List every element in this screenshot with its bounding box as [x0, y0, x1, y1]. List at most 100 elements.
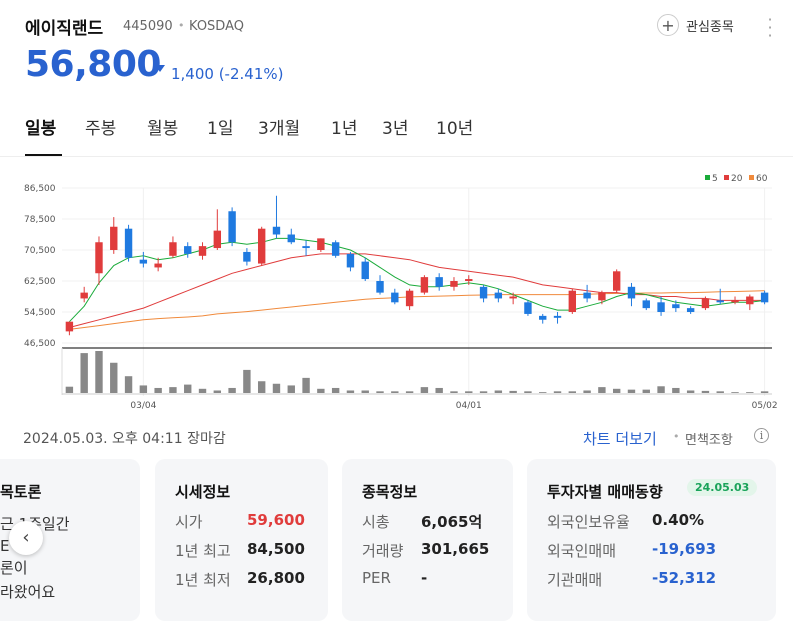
candle-body	[198, 246, 207, 256]
tab-daily[interactable]: 일봉	[25, 119, 57, 139]
candle-body	[612, 271, 621, 291]
candle-body	[553, 315, 562, 318]
candle-body	[391, 292, 399, 303]
add-favorite-button[interactable]: + 관심종목	[657, 14, 734, 36]
market-name: KOSDAQ	[189, 19, 244, 34]
candle-body	[331, 242, 340, 256]
candle-body	[642, 300, 650, 309]
candle-body	[257, 228, 266, 264]
volume-bar	[435, 387, 443, 393]
volume-bar	[612, 388, 621, 393]
volume-bar	[184, 384, 192, 393]
stock-info-card[interactable]: 종목정보 시총 6,065억 거래량 301,665 PER -	[342, 459, 513, 621]
card-title: 종목정보	[362, 483, 418, 501]
info-value: -52,312	[652, 569, 717, 587]
info-row: 외국인매매 -19,693	[547, 540, 716, 561]
more-vertical-icon[interactable]: · · ·	[767, 10, 773, 45]
info-label: 기관매매	[547, 571, 603, 589]
stock-chart[interactable]: 86,500 78,500 70,500 62,500 54,500 46,500 03/0…	[0, 170, 793, 415]
volume-bar	[228, 387, 236, 393]
volume-bar	[110, 362, 118, 393]
volume-bar	[746, 392, 754, 393]
y-tick-label: 46,500	[24, 339, 56, 349]
legend-label: 5	[712, 174, 718, 184]
candle-body	[302, 246, 310, 249]
tab-1year[interactable]: 1년	[331, 119, 358, 139]
info-row: 시가 59,600	[175, 511, 305, 532]
volume-bar	[287, 385, 295, 393]
candle-body	[672, 304, 680, 309]
volume-bar	[124, 376, 133, 393]
info-row: 기관매매 -52,312	[547, 569, 716, 590]
candle-body	[746, 296, 754, 305]
candle-body	[124, 228, 133, 258]
x-tick-label: 04/01	[456, 401, 482, 411]
y-tick-label: 54,500	[24, 308, 56, 318]
stock-code: 445090	[123, 19, 173, 34]
candle-body	[435, 277, 443, 287]
y-tick-label: 86,500	[24, 184, 56, 194]
volume-bar	[331, 387, 340, 393]
candle-body	[568, 290, 577, 312]
info-label: 시총	[362, 513, 390, 531]
volume-bar	[701, 390, 710, 393]
volume-bar	[450, 391, 458, 393]
info-label: 1년 최저	[175, 571, 231, 589]
separator-dot: •	[178, 19, 185, 32]
chevron-left-icon[interactable]: ‹	[9, 521, 43, 555]
tab-monthly[interactable]: 월봉	[147, 119, 179, 139]
volume-bar	[391, 391, 399, 393]
volume-bar	[657, 386, 665, 393]
discussion-text: 론이	[0, 559, 28, 577]
volume-bar	[583, 390, 591, 393]
volume-bar	[479, 391, 488, 393]
tab-3month[interactable]: 3개월	[258, 119, 301, 139]
tab-1day[interactable]: 1일	[207, 119, 234, 139]
candle-body	[110, 226, 118, 250]
candle-body	[760, 292, 769, 303]
candle-body	[154, 263, 162, 268]
candle-body	[317, 238, 325, 250]
info-icon[interactable]: i	[754, 428, 769, 443]
x-tick-label: 05/02	[752, 401, 778, 411]
legend-swatch	[724, 175, 729, 180]
volume-bar	[642, 389, 650, 393]
candle-body	[686, 308, 695, 312]
chart-more-link[interactable]: 차트 더보기	[583, 430, 657, 448]
info-value: 301,665	[421, 540, 490, 558]
tab-3year[interactable]: 3년	[382, 119, 409, 139]
volume-bar	[65, 386, 74, 393]
volume-bar	[760, 391, 769, 393]
volume-bar	[568, 391, 577, 393]
candle-body	[228, 211, 236, 243]
disclaimer-link[interactable]: 면책조항	[685, 433, 733, 448]
volume-bar	[405, 391, 414, 393]
investor-trading-card[interactable]: 투자자별 매매동향 24.05.03 외국인보유율 0.40% 외국인매매 -1…	[527, 459, 776, 621]
info-value: 59,600	[247, 511, 305, 529]
volume-bar	[317, 388, 325, 393]
candle-body	[583, 292, 591, 299]
info-row: 1년 최고 84,500	[175, 540, 305, 561]
candle-body	[509, 296, 517, 299]
tab-10year[interactable]: 10년	[436, 119, 474, 139]
info-row: 시총 6,065억	[362, 511, 482, 532]
legend-swatch	[705, 175, 710, 180]
candle-body	[598, 292, 606, 301]
legend-label: 60	[756, 174, 768, 184]
candle-body	[169, 242, 177, 256]
volume-bar	[553, 391, 562, 393]
candle-body	[95, 242, 103, 274]
volume-bar	[465, 391, 473, 393]
volume-bar	[539, 392, 547, 393]
candle-body	[731, 300, 739, 303]
ma20-line	[69, 253, 765, 328]
candle-body	[287, 234, 295, 243]
legend-label: 20	[731, 174, 743, 184]
active-tab-indicator	[25, 154, 62, 156]
card-title: 목토론	[0, 483, 42, 501]
candle-body	[450, 281, 458, 287]
info-value: 26,800	[247, 569, 305, 587]
candle-body	[361, 261, 369, 280]
market-info-card[interactable]: 시세정보 시가 59,600 1년 최고 84,500 1년 최저 26,800	[155, 459, 328, 621]
tab-weekly[interactable]: 주봉	[85, 119, 117, 139]
